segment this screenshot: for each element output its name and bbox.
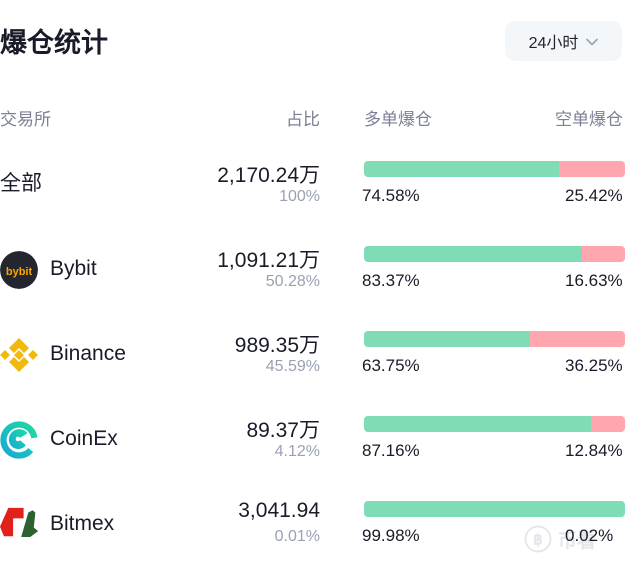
svg-text:bybit: bybit: [6, 266, 33, 278]
svg-text:฿: ฿: [533, 532, 543, 549]
